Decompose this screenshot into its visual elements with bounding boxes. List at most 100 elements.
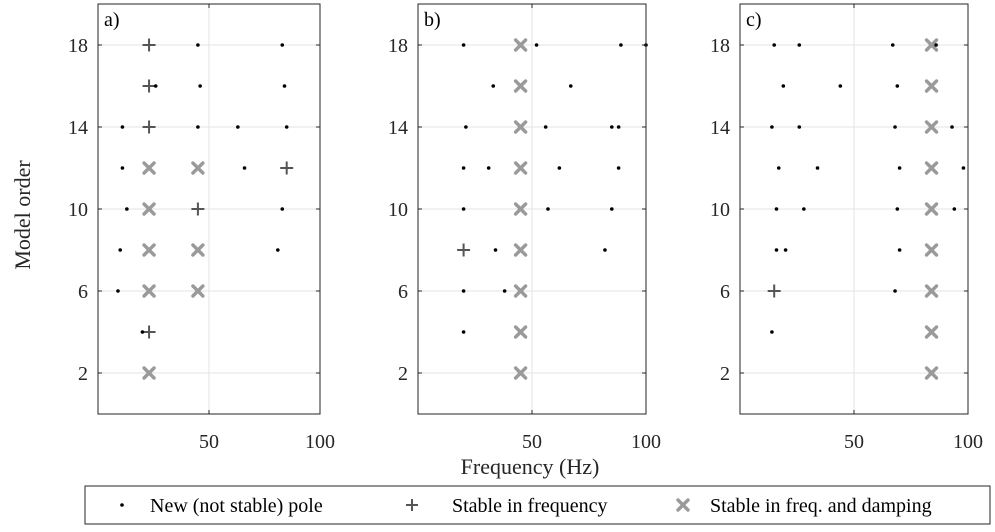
new-pole-point (776, 166, 781, 170)
marker-stroke (191, 243, 205, 257)
y-axis-label: Model order (10, 160, 35, 270)
new-pole-point (897, 166, 902, 170)
new-pole-point (493, 248, 498, 252)
new-pole-point (153, 84, 158, 88)
legend-stable-frequency-label: Stable in frequency (452, 495, 608, 517)
new-pole-point (116, 289, 120, 293)
y-tick-label: 18 (710, 35, 730, 57)
stable-damping-point (513, 243, 528, 257)
new-pole-point (802, 207, 806, 211)
marker-stroke (924, 325, 939, 339)
marker-stroke (142, 243, 156, 257)
new-pole-point (543, 125, 548, 129)
y-tick-label: 6 (398, 281, 408, 303)
y-tick-label: 6 (78, 281, 88, 303)
stable-damping-point (924, 284, 939, 298)
new-pole-point (774, 207, 779, 211)
stable-damping-point (191, 284, 205, 298)
new-pole-point (890, 43, 895, 47)
new-pole-point (781, 84, 786, 88)
new-pole-point (557, 166, 562, 170)
stable-damping-point (513, 366, 528, 380)
new-pole-point (461, 330, 466, 334)
x-tick-label: 50 (522, 431, 542, 453)
panel-3: 50 100 2 6 10 14 18 c) (710, 3, 983, 453)
stable-frequency-point (457, 243, 471, 257)
marker-stroke (513, 161, 528, 175)
stable-frequency-point (142, 79, 156, 93)
y-tick-label: 10 (710, 199, 730, 221)
new-pole-point (838, 84, 843, 88)
stable-frequency-point (142, 38, 156, 52)
plot-frame (97, 3, 321, 415)
new-pole-point (282, 84, 287, 88)
new-pole-point (797, 43, 802, 47)
marker-stroke (513, 366, 528, 380)
marker-stroke (924, 79, 939, 93)
marker-stroke (513, 202, 528, 216)
stable-frequency-point (767, 284, 781, 298)
y-tick-label: 14 (710, 117, 730, 139)
y-tick-label: 2 (78, 363, 88, 385)
new-pole-point (893, 125, 897, 129)
stable-damping-point (924, 366, 939, 380)
marker-stroke (513, 38, 528, 52)
stable-damping-point (513, 79, 528, 93)
stable-damping-point (924, 79, 939, 93)
stable-damping-point (142, 161, 156, 175)
new-pole-point (815, 166, 820, 170)
new-pole-point (772, 43, 776, 47)
marker-stroke (142, 202, 156, 216)
marker-stroke (924, 284, 939, 298)
marker-stroke (924, 243, 939, 257)
new-pole-point (546, 207, 550, 211)
new-pole-point (952, 207, 957, 211)
x-tick-label: 100 (305, 431, 335, 453)
new-pole-point (934, 43, 938, 47)
new-pole-point (118, 248, 122, 252)
new-pole-point (610, 125, 614, 129)
y-tick-label: 14 (68, 117, 88, 139)
new-pole-point (961, 166, 966, 170)
new-pole-point (897, 248, 902, 252)
new-pole-point (770, 330, 774, 334)
new-pole-point (140, 330, 145, 334)
stable-frequency-point (280, 161, 294, 175)
y-tick-label: 6 (720, 281, 730, 303)
marker-stroke (513, 243, 528, 257)
new-pole-point (242, 166, 247, 170)
new-pole-point (461, 289, 466, 293)
new-pole-point (120, 125, 125, 129)
panel-label: b) (424, 9, 441, 31)
stable-damping-point (924, 38, 939, 52)
new-pole-point (619, 43, 623, 47)
y-tick-label: 18 (388, 35, 408, 57)
new-pole-point (280, 207, 285, 211)
legend-box (84, 485, 991, 525)
new-pole-point (196, 43, 200, 47)
legend-stable-frequency-marker (406, 499, 418, 511)
new-pole-point (893, 289, 897, 293)
new-pole-point (783, 248, 788, 252)
new-pole-point (461, 43, 466, 47)
marker-stroke (924, 366, 939, 380)
new-pole-point (276, 248, 280, 252)
y-tick-label: 18 (68, 35, 88, 57)
legend-stable-damping-marker (676, 498, 690, 512)
marker-stroke (513, 325, 528, 339)
stable-damping-point (513, 325, 528, 339)
stable-damping-point (924, 161, 939, 175)
stable-frequency-point (191, 202, 205, 216)
x-tick-label: 50 (844, 431, 864, 453)
marker-stroke (142, 366, 156, 380)
y-tick-label: 2 (398, 363, 408, 385)
new-pole-point (603, 248, 607, 252)
legend: New (not stable) pole Stable in frequenc… (84, 485, 991, 525)
marker-stroke (142, 284, 156, 298)
y-tick-label: 10 (388, 199, 408, 221)
stable-damping-point (513, 284, 528, 298)
panels-layer: 50 100 2 6 10 14 18 a) 50 100 2 6 10 14 18 b) 50 100 2 6 10 1… (68, 3, 983, 453)
marker-stroke (924, 161, 939, 175)
new-pole-point (125, 207, 129, 211)
